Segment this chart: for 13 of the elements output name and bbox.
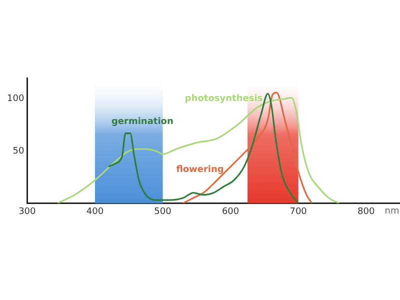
series-label: flowering — [176, 165, 224, 176]
x-axis-title: nm — [384, 206, 400, 216]
y-tick-label: 100 — [6, 94, 24, 104]
x-tick-label: 400 — [86, 206, 104, 217]
series-label: photosynthesis — [184, 94, 263, 104]
series-label: germination — [111, 117, 174, 128]
x-tick-label: 700 — [290, 206, 308, 217]
x-tick-label: 300 — [18, 206, 36, 217]
y-tick-label: 50 — [12, 146, 24, 156]
x-tick-label: 800 — [358, 206, 375, 217]
x-tick-label: 600 — [222, 206, 240, 217]
x-tick-label: 500 — [154, 206, 172, 217]
line-series — [108, 92, 300, 204]
